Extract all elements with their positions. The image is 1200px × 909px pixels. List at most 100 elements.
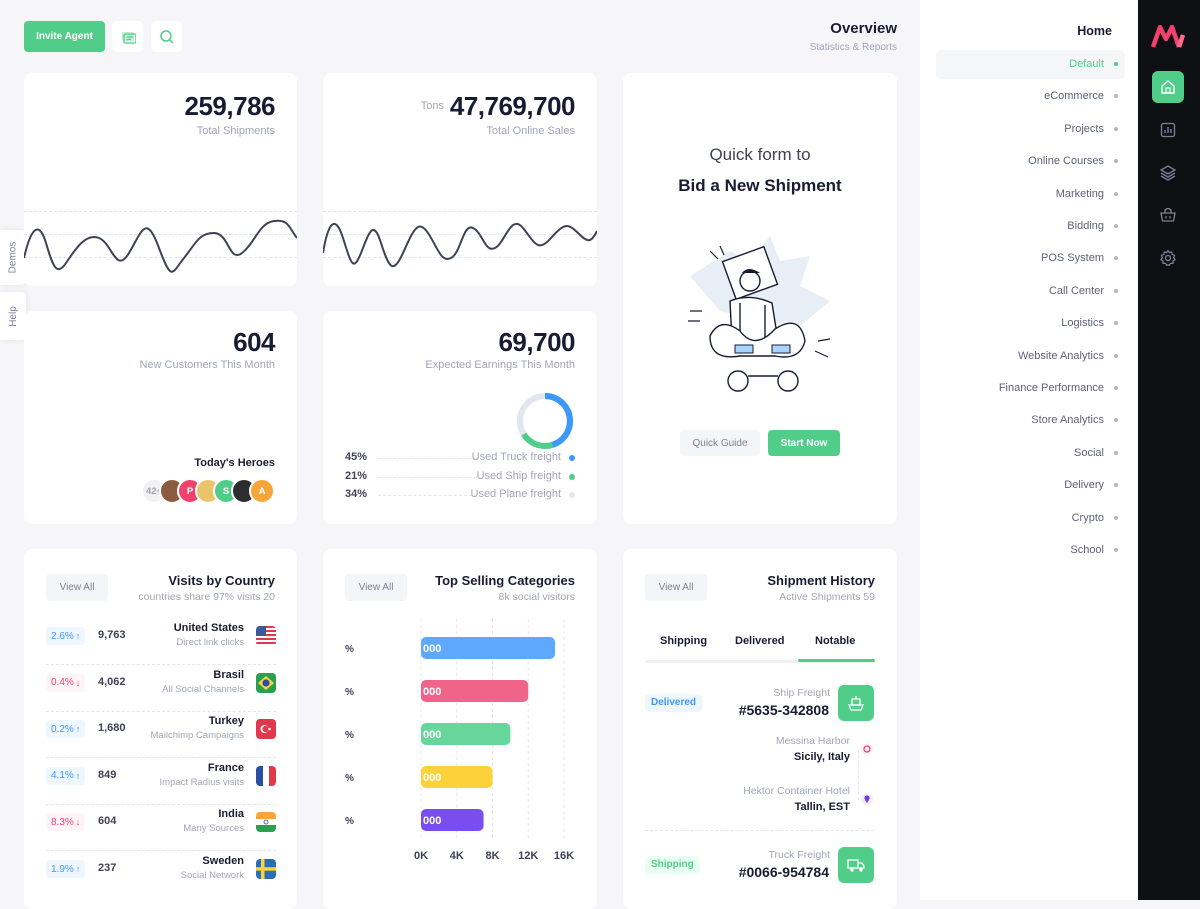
country-source: All Social Channels <box>162 683 244 695</box>
quick-guide-button[interactable]: Quick Guide <box>680 430 760 456</box>
menu-item-default[interactable]: Default <box>1069 58 1118 70</box>
menu-item-label: eCommerce <box>1044 90 1104 103</box>
change-value: 8.3% <box>51 816 74 828</box>
menu-dot <box>1114 191 1118 196</box>
menu-dot <box>1114 94 1118 99</box>
menu-item-delivery[interactable]: Delivery <box>1064 479 1118 491</box>
change-value: 0.4% <box>51 677 74 689</box>
menu-dot <box>1114 126 1118 131</box>
country-name: United States <box>173 622 244 634</box>
total-shipments-label: Total Shipments <box>196 125 275 137</box>
menu-item-marketing[interactable]: Marketing <box>1056 188 1118 200</box>
change-value: 1.9% <box>51 863 74 875</box>
active-tab-indicator <box>798 659 875 662</box>
bar[interactable] <box>421 809 484 831</box>
menu-item-finance-performance[interactable]: Finance Performance <box>999 382 1118 394</box>
freight-dash <box>378 458 477 459</box>
page-title: Overview <box>830 20 897 37</box>
menu-dot <box>1114 548 1118 552</box>
view-all-button[interactable]: View All <box>345 574 407 601</box>
menu-item-label: Delivery <box>1064 479 1104 492</box>
start-now-button[interactable]: Start Now <box>768 430 840 456</box>
heroes-title: Today's Heroes <box>194 457 275 469</box>
change-badge: 8.3% ↓ <box>46 813 86 832</box>
bar[interactable] <box>421 637 556 659</box>
menu-title: Home <box>1077 24 1112 38</box>
rail-home-button[interactable] <box>1152 71 1184 103</box>
tab-notable[interactable]: Notable <box>815 635 856 647</box>
flag-in-icon <box>256 812 276 833</box>
view-all-button[interactable]: View All <box>46 574 108 601</box>
courier-illustration <box>688 236 831 392</box>
menu-item-pos-system[interactable]: POS System <box>1041 252 1118 264</box>
tab-delivered[interactable]: Delivered <box>735 635 785 647</box>
freight-dot <box>569 473 575 480</box>
rail-layers-button[interactable] <box>1152 157 1184 189</box>
menu-item-social[interactable]: Social <box>1074 447 1118 459</box>
heroes-avatars: A S P 42+ <box>141 478 275 504</box>
menu-dot <box>1114 353 1118 358</box>
menu-item-bidding[interactable]: Bidding <box>1067 220 1118 232</box>
country-row[interactable]: 2.6% ↑ 9,763 United States Direct link click… <box>46 619 276 665</box>
quick-form-line2: Bid a New Shipment <box>678 176 842 195</box>
chat-button[interactable] <box>112 21 143 52</box>
item-divider <box>645 830 874 831</box>
sales-sparkline <box>323 223 597 268</box>
shipment-number: #5635-342808 <box>738 702 829 718</box>
quick-form-line1: Quick form to <box>709 145 811 164</box>
arrow-down-icon: ↓ <box>75 677 81 688</box>
country-row[interactable]: 4.1% ↑ 849 France Impact Radius visits <box>46 759 276 805</box>
view-all-button[interactable]: View All <box>645 574 707 601</box>
menu-item-ecommerce[interactable]: eCommerce <box>1044 90 1118 102</box>
tab-shipping[interactable]: Shipping <box>660 635 708 647</box>
menu-item-logistics[interactable]: Logistics <box>1061 317 1118 329</box>
chat-icon <box>121 31 136 44</box>
menu-item-crypto[interactable]: Crypto <box>1072 512 1118 524</box>
bar[interactable] <box>421 723 511 745</box>
change-value: 2.6% <box>51 630 74 642</box>
search-button[interactable] <box>151 21 182 52</box>
x-tick-label: 8K <box>485 850 499 862</box>
bar[interactable] <box>421 680 529 702</box>
help-tab[interactable]: Help <box>0 292 26 340</box>
menu-item-school[interactable]: School <box>1070 544 1118 556</box>
menu-active-bg <box>936 50 1125 79</box>
bar[interactable] <box>421 766 493 788</box>
flag-br-icon <box>256 672 276 693</box>
change-badge: 1.9% ↑ <box>46 860 86 878</box>
tabs-track <box>645 660 875 663</box>
category-label: % <box>345 816 354 827</box>
rail-settings-button[interactable] <box>1152 242 1184 274</box>
menu-item-online-courses[interactable]: Online Courses <box>1028 155 1118 167</box>
country-row[interactable]: 1.9% ↑ 237 Sweden Social Network <box>46 852 276 898</box>
layers-icon <box>1159 165 1177 181</box>
country-name: Turkey <box>208 715 244 728</box>
status-badge: Delivered <box>645 694 703 712</box>
flag-se-icon <box>256 859 276 879</box>
country-row[interactable]: 0.4% ↓ 4,062 Brasil All Social Channels <box>46 666 276 712</box>
menu-item-website-analytics[interactable]: Website Analytics <box>1018 350 1118 362</box>
demos-tab[interactable]: Demos <box>0 230 26 285</box>
earnings-card: 69,700 Expected Earnings This Month 45% U… <box>323 311 597 524</box>
arrow-up-icon: ↑ <box>75 724 81 735</box>
freight-label: Used Ship freight <box>476 469 561 482</box>
menu-item-projects[interactable]: Projects <box>1064 123 1118 135</box>
invite-agent-button[interactable]: Invite Agent <box>24 21 105 52</box>
shipment-number: #0066-954784 <box>738 864 829 880</box>
menu-item-store-analytics[interactable]: Store Analytics <box>1031 414 1118 426</box>
rail-reports-button[interactable] <box>1152 114 1184 146</box>
visit-count: 4,062 <box>98 675 126 688</box>
sales-unit: Tons <box>420 100 444 112</box>
country-row[interactable]: 8.3% ↓ 604 India Many Sources <box>46 805 276 852</box>
x-tick-label: 12K <box>518 850 538 862</box>
menu-item-label: Store Analytics <box>1031 414 1104 427</box>
country-row[interactable]: 0.2% ↑ 1,680 Turkey Mailchimp Campaigns <box>46 712 276 759</box>
menu-dot <box>1114 386 1118 390</box>
rail-shop-button[interactable] <box>1152 199 1184 231</box>
brand-logo[interactable] <box>1151 25 1185 49</box>
freight-dash <box>378 476 477 478</box>
freight-dot <box>569 455 575 461</box>
ship-icon <box>848 696 864 711</box>
avatar[interactable]: A <box>249 478 275 504</box>
menu-item-call-center[interactable]: Call Center <box>1049 285 1118 297</box>
